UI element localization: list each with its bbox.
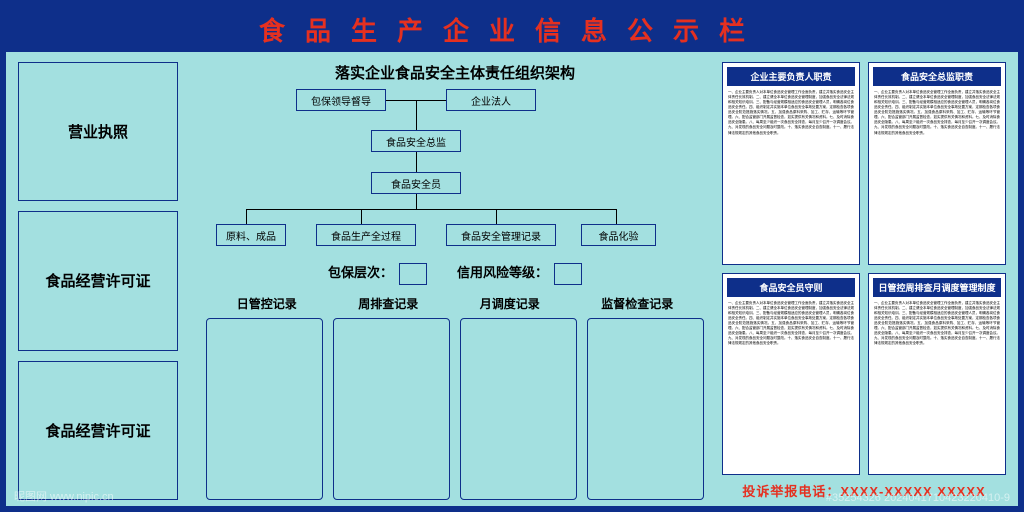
record-labels: 日管控记录 周排查记录 月调度记录 监督检查记录 [196,295,714,312]
doc-panel-3: 食品安全员守则 一、企业主要负责人对本单位食品安全管理工作全面负责，建立并落实食… [722,273,860,476]
record-box-inspect [587,318,704,500]
right-column: 企业主要负责人职责 一、企业主要负责人对本单位食品安全管理工作全面负责，建立并落… [722,62,1006,500]
node-safety-records: 食品安全管理记录 [446,224,556,246]
risk-row: 包保层次： 信用风险等级： [196,262,714,285]
node-production: 食品生产全过程 [316,224,416,246]
doc-title-2: 食品安全总监职责 [873,67,1001,86]
info-board: 食品生产企业信息公示栏 营业执照 食品经营许可证 食品经营许可证 落实企业食品安… [0,0,1024,512]
doc-body-1: 一、企业主要负责人对本单位食品安全管理工作全面负责，建立并落实食品安全主体责任长… [723,88,859,264]
risk-level-label: 包保层次： [328,262,427,285]
record-label-daily: 日管控记录 [237,295,297,312]
doc-panel-2: 食品安全总监职责 一、企业主要负责人对本单位食品安全管理工作全面负责，建立并落实… [868,62,1006,265]
credit-risk-label: 信用风险等级： [457,262,582,285]
record-box-daily [206,318,323,500]
record-label-inspect: 监督检查记录 [601,295,673,312]
doc-title-1: 企业主要负责人职责 [727,67,855,86]
center-column: 落实企业食品安全主体责任组织架构 包保领导督导 企业法人 食品安全总监 食品安全… [188,62,722,500]
cert-box-permit-1: 食品经营许可证 [18,211,178,350]
node-testing: 食品化验 [581,224,656,246]
cert-box-permit-2: 食品经营许可证 [18,361,178,500]
doc-panel-1: 企业主要负责人职责 一、企业主要负责人对本单位食品安全管理工作全面负责，建立并落… [722,62,860,265]
doc-grid: 企业主要负责人职责 一、企业主要负责人对本单位食品安全管理工作全面负责，建立并落… [722,62,1006,475]
record-label-weekly: 周排查记录 [358,295,418,312]
doc-body-2: 一、企业主要负责人对本单位食品安全管理工作全面负责，建立并落实食品安全主体责任长… [869,88,1005,264]
org-chart: 包保领导督导 企业法人 食品安全总监 食品安全员 原料、成品 食品生 [196,89,714,254]
left-column: 营业执照 食品经营许可证 食品经营许可证 [18,62,188,500]
node-raw-materials: 原料、成品 [216,224,286,246]
cert-box-license: 营业执照 [18,62,178,201]
node-safety-officer: 食品安全员 [371,172,461,194]
page-title: 食品生产企业信息公示栏 [259,11,765,48]
doc-body-4: 一、企业主要负责人对本单位食品安全管理工作全面负责，建立并落实食品安全主体责任长… [869,299,1005,475]
doc-panel-4: 日管控周排查月调度管理制度 一、企业主要负责人对本单位食品安全管理工作全面负责，… [868,273,1006,476]
record-box-monthly [460,318,577,500]
record-box-weekly [333,318,450,500]
node-safety-director: 食品安全总监 [371,130,461,152]
body: 营业执照 食品经营许可证 食品经营许可证 落实企业食品安全主体责任组织架构 包保… [6,52,1018,506]
watermark-right: #35254326 2024041710423220410-9 [826,492,1010,504]
risk-level-box [399,263,427,285]
node-supervisor: 包保领导督导 [296,89,386,111]
record-label-monthly: 月调度记录 [480,295,540,312]
record-boxes [196,318,714,500]
node-legal-rep: 企业法人 [446,89,536,111]
watermark-left: 昵图网 www.nipic.cn [14,488,114,504]
org-chart-title: 落实企业食品安全主体责任组织架构 [196,62,714,83]
doc-body-3: 一、企业主要负责人对本单位食品安全管理工作全面负责，建立并落实食品安全主体责任长… [723,299,859,475]
doc-title-4: 日管控周排查月调度管理制度 [873,278,1001,297]
credit-risk-box [554,263,582,285]
doc-title-3: 食品安全员守则 [727,278,855,297]
header-bar: 食品生产企业信息公示栏 [6,6,1018,52]
